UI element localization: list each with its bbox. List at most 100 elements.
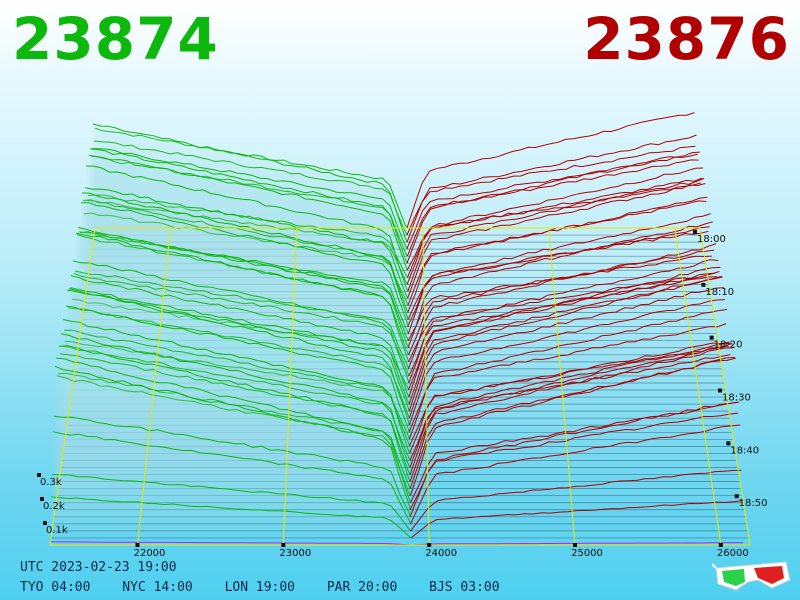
bid-area (93, 123, 408, 243)
ask-line (408, 221, 714, 348)
ask-line (408, 275, 722, 405)
volume-ticks: 0.1k 0.2k 0.3k (37, 473, 68, 536)
ask-line (409, 342, 732, 468)
x-tick-label: 26000 (717, 548, 749, 559)
bid-line (50, 541, 411, 546)
bid-line (70, 275, 410, 398)
ask-line (409, 323, 727, 433)
bid-line (59, 353, 411, 475)
x-tick-mark (281, 543, 286, 547)
bid-line (73, 272, 410, 377)
bid-line (62, 319, 411, 454)
bid-line (69, 287, 410, 405)
ask-price: 23876 (583, 5, 790, 73)
bid-line (61, 345, 411, 461)
time-tick-mark (693, 230, 697, 234)
time-tick-mark (726, 441, 731, 446)
bid-area (86, 166, 408, 292)
x-tick-label: 25000 (571, 548, 603, 559)
bid-line (75, 232, 410, 362)
depth-layers (50, 112, 750, 546)
depth-layer (58, 345, 740, 482)
bid-price: 23874 (12, 5, 219, 73)
ask-line (410, 412, 739, 510)
ask-line (408, 249, 715, 356)
ask-line (406, 134, 697, 243)
bid-area (56, 358, 411, 503)
ask-line (406, 151, 700, 264)
bid-line (85, 165, 409, 292)
bid-line (52, 431, 412, 525)
bid-line (86, 200, 409, 285)
ask-line (410, 424, 741, 525)
volume-tick-label: 0.2k (43, 501, 65, 512)
bid-line (77, 227, 409, 349)
bid-line (50, 496, 412, 539)
bid-area (55, 366, 411, 510)
ask-line (407, 177, 703, 278)
time-tick-label: 18:20 (714, 340, 743, 351)
grid-line (674, 227, 722, 546)
ask-line (408, 259, 719, 383)
bid-line (55, 357, 411, 503)
time-tick-label: 18:40 (730, 445, 759, 456)
bid-line (87, 194, 409, 278)
grid-line (422, 227, 430, 546)
bid-area (92, 148, 408, 250)
bid-line (58, 345, 411, 482)
ask-line (406, 159, 699, 257)
bid-line (93, 140, 408, 236)
bid-line (74, 270, 410, 370)
depth-layer (65, 305, 733, 433)
depth-layer (92, 123, 703, 243)
ask-line (409, 309, 728, 440)
ask-line (406, 145, 696, 236)
x-tick-mark (718, 543, 723, 547)
grid-line (282, 227, 298, 546)
bid-line (81, 202, 409, 327)
time-tick-mark (709, 335, 714, 340)
ask-line (409, 357, 736, 496)
ask-line (408, 272, 716, 363)
timezone-list: TYO 04:00 NYC 14:00 LON 19:00 PAR 20:00 … (20, 580, 524, 595)
bid-line (54, 365, 411, 510)
bid-line (53, 415, 412, 517)
bid-line (56, 375, 411, 496)
bid-line (88, 154, 408, 271)
ask-line (407, 196, 708, 313)
ask-line (409, 347, 734, 482)
ask-line (407, 182, 702, 271)
bid-area (89, 155, 408, 271)
bid-line (51, 474, 412, 532)
volume-tick-mark (43, 521, 47, 525)
x-tick-mark (573, 543, 577, 547)
bid-line (65, 305, 410, 433)
bid-area (66, 306, 410, 433)
grid-line (548, 227, 576, 546)
ask-line (408, 299, 725, 426)
time-ticks: 18:00 18:10 18:20 18:30 18:40 18:50 (693, 230, 767, 509)
ask-line (408, 276, 723, 412)
time-tick-label: 18:50 (739, 498, 768, 509)
ask-line (406, 112, 695, 229)
volume-tick-label: 0.3k (40, 477, 62, 488)
ask-line (407, 167, 704, 285)
3d-glasses-icon[interactable] (712, 558, 792, 592)
bid-line (92, 123, 408, 243)
ask-line (409, 356, 735, 489)
bid-line (84, 187, 409, 299)
bid-line (68, 288, 410, 412)
ask-line (409, 345, 729, 447)
ask-line (410, 500, 743, 539)
utc-timestamp: UTC 2023-02-23 19:00 (20, 560, 177, 575)
bid-line (67, 307, 410, 419)
x-axis-ticks: 22000 23000 24000 25000 26000 (134, 543, 749, 559)
ask-line (408, 243, 717, 369)
x-tick-mark (427, 543, 432, 547)
bid-area (61, 333, 410, 468)
ask-line (409, 401, 737, 503)
ask-line (410, 469, 742, 532)
ask-line (408, 266, 721, 398)
ask-line (409, 343, 733, 475)
